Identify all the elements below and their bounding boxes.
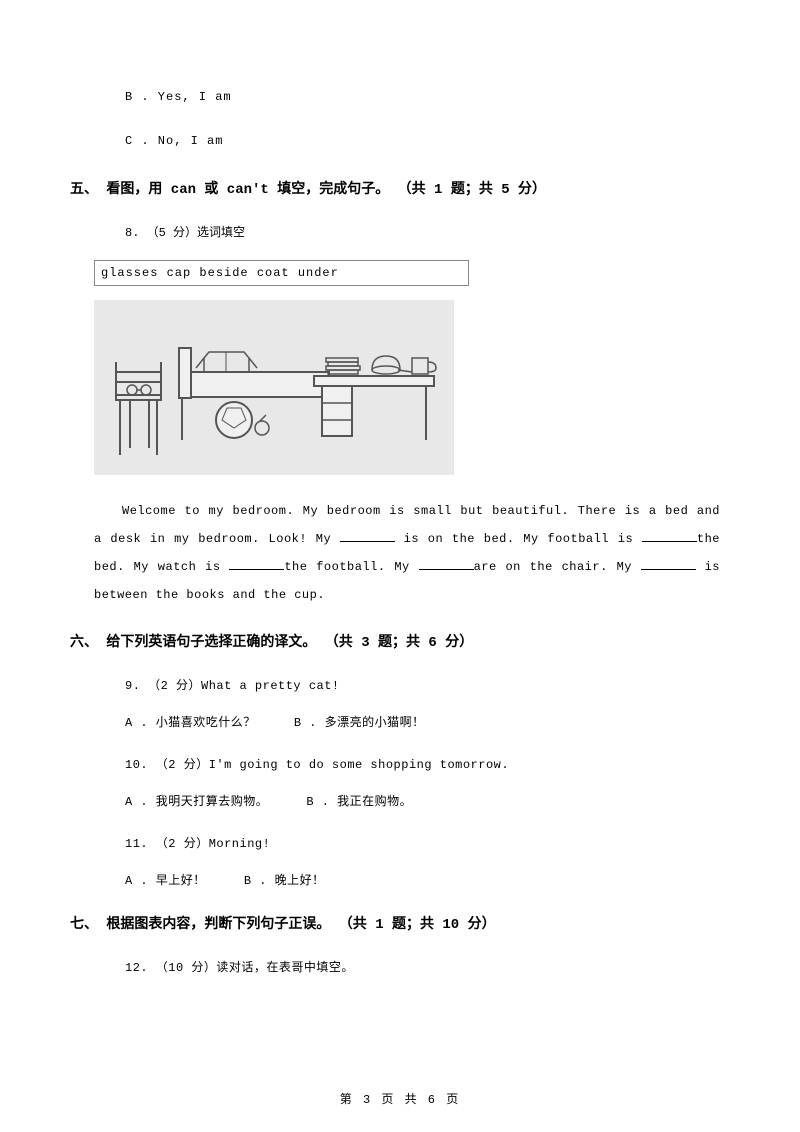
q9-option-b[interactable]: B . 多漂亮的小猫啊！: [294, 716, 425, 730]
section-6-header: 六、 给下列英语句子选择正确的译文。 （共 3 题；共 6 分）: [70, 631, 730, 651]
q12-text: 12. （10 分）读对话，在表哥中填空。: [125, 958, 730, 975]
q8-paragraph: Welcome to my bedroom. My bedroom is sma…: [94, 497, 720, 609]
q9-text: 9. （2 分）What a pretty cat!: [125, 676, 730, 693]
q10-option-b[interactable]: B . 我正在购物。: [306, 795, 412, 809]
q11-option-a[interactable]: A . 早上好！: [125, 874, 206, 888]
section-7-header: 七、 根据图表内容，判断下列句子正误。 （共 1 题；共 10 分）: [70, 913, 730, 933]
q9-answers: A . 小猫喜欢吃什么？ B . 多漂亮的小猫啊！: [125, 713, 730, 730]
q10-option-a[interactable]: A . 我明天打算去购物。: [125, 795, 268, 809]
blank-5[interactable]: [641, 558, 696, 570]
section-5-header: 五、 看图，用 can 或 can't 填空，完成句子。 （共 1 题；共 5 …: [70, 178, 730, 198]
blank-4[interactable]: [419, 558, 474, 570]
blank-3[interactable]: [229, 558, 284, 570]
q8-header: 8. （5 分）选词填空: [125, 223, 730, 240]
para-text-2: is on the bed. My football is: [395, 532, 642, 546]
para-text-5: are on the chair. My: [474, 560, 641, 574]
page-footer: 第 3 页 共 6 页: [0, 1090, 800, 1107]
q11-answers: A . 早上好！ B . 晚上好！: [125, 871, 730, 888]
blank-2[interactable]: [642, 530, 697, 542]
q9-option-a[interactable]: A . 小猫喜欢吃什么？: [125, 716, 256, 730]
blank-1[interactable]: [340, 530, 395, 542]
word-bank-box: glasses cap beside coat under: [94, 260, 469, 286]
bedroom-illustration: [94, 300, 730, 475]
q10-text: 10. （2 分）I'm going to do some shopping t…: [125, 755, 730, 772]
option-b[interactable]: B . Yes, I am: [125, 90, 730, 104]
para-text-4: the football. My: [284, 560, 418, 574]
q10-answers: A . 我明天打算去购物。 B . 我正在购物。: [125, 792, 730, 809]
option-c[interactable]: C . No, I am: [125, 134, 730, 148]
q11-text: 11. （2 分）Morning!: [125, 834, 730, 851]
q11-option-b[interactable]: B . 晚上好！: [244, 874, 325, 888]
